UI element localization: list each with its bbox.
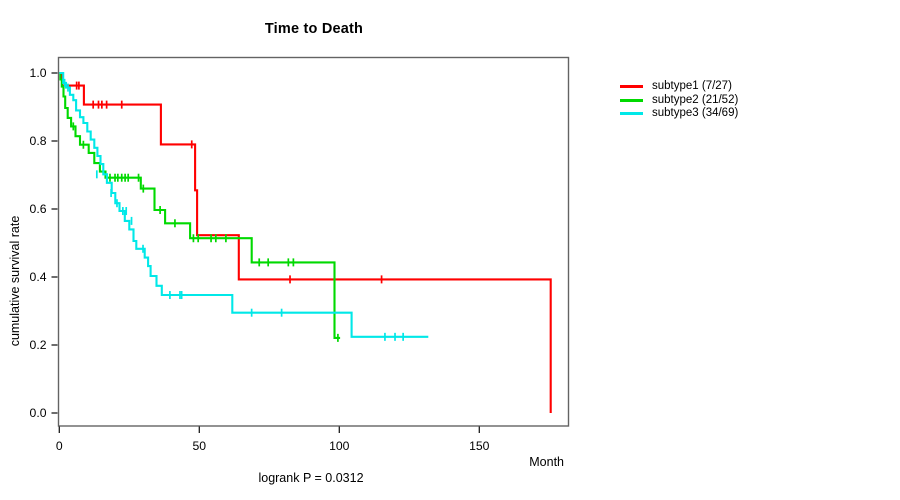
legend-swatch-subtype3 (620, 112, 643, 116)
x-tick-label: 100 (329, 439, 350, 453)
legend-item-subtype3: subtype3 (34/69) (620, 107, 738, 121)
legend-label-subtype3: subtype3 (34/69) (652, 107, 739, 119)
legend-item-subtype2: subtype2 (21/52) (620, 94, 738, 108)
curve-subtype1 (59, 71, 552, 413)
y-tick-label: 0.2 (30, 338, 47, 352)
y-tick-label: 0.8 (30, 134, 47, 148)
y-tick-label: 0.4 (30, 270, 47, 284)
x-axis-title: Month (529, 455, 564, 469)
x-tick-label: 0 (56, 439, 63, 453)
x-tick-label: 150 (469, 439, 490, 453)
y-tick-label: 0.6 (30, 202, 47, 216)
curve-subtype3 (59, 71, 429, 338)
y-tick-label: 0.0 (30, 406, 47, 420)
legend-label-subtype2: subtype2 (21/52) (652, 93, 739, 106)
legend-swatch-subtype2 (620, 98, 643, 102)
x-tick-label: 50 (193, 439, 207, 453)
logrank-annotation: logrank P = 0.0312 (258, 471, 364, 485)
chart-title: Time to Death (264, 21, 364, 37)
y-tick-label: 1.0 (30, 66, 47, 80)
legend-label-subtype1: subtype1 (7/27) (652, 80, 732, 92)
legend-swatch-subtype1 (620, 85, 643, 89)
plot-frame (57, 56, 570, 427)
legend: subtype1 (7/27) subtype2 (21/52) subtype3 … (620, 80, 738, 121)
legend-item-subtype1: subtype1 (7/27) (620, 80, 738, 94)
curve-subtype2 (59, 71, 341, 339)
